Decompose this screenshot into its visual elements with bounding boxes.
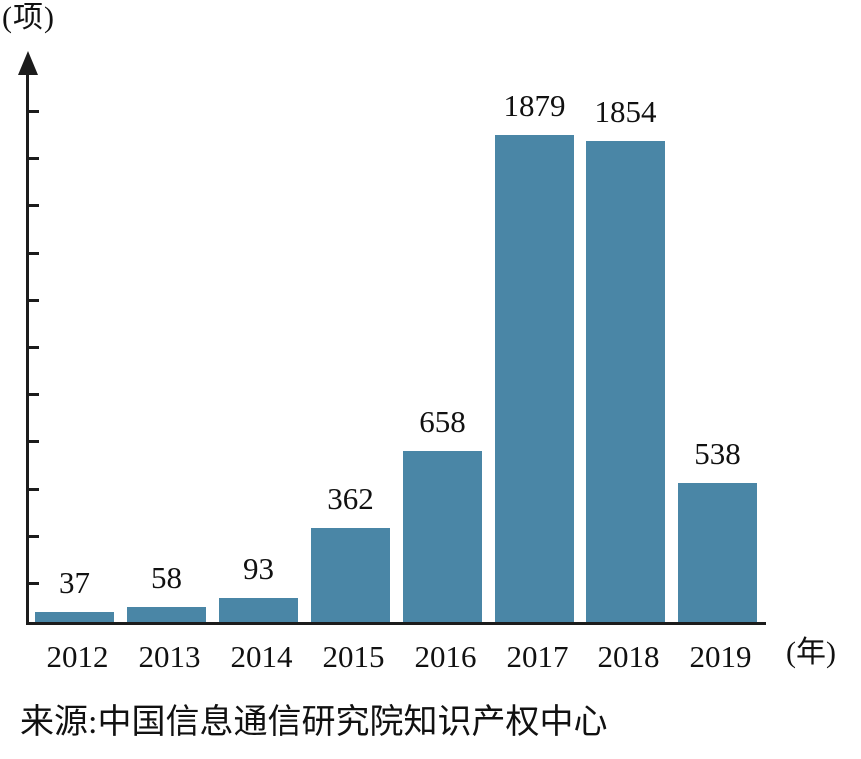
x-axis-line <box>26 622 766 625</box>
y-axis-tick <box>29 252 39 255</box>
y-axis-tick <box>29 582 39 585</box>
x-tick-label-2013: 2013 <box>138 639 201 674</box>
x-tick-label-2018: 2018 <box>597 639 660 674</box>
y-axis-tick <box>29 299 39 302</box>
bar-value-label-2013: 58 <box>151 560 182 595</box>
bar-value-label-2019: 538 <box>694 436 741 471</box>
y-axis-tick <box>29 204 39 207</box>
bar-2016 <box>403 451 482 622</box>
x-tick-label-2014: 2014 <box>230 639 293 674</box>
x-tick-label-2012: 2012 <box>46 639 109 674</box>
bar-2014 <box>219 598 298 622</box>
x-tick-label-2019: 2019 <box>689 639 752 674</box>
bar-2012 <box>35 612 114 622</box>
y-axis-unit-label: (项) <box>2 1 55 34</box>
y-axis-tick <box>29 110 39 113</box>
bar-value-label-2012: 37 <box>59 565 90 600</box>
bar-value-label-2017: 1879 <box>503 88 566 123</box>
x-axis-unit-label: (年) <box>786 636 836 669</box>
x-tick-label-2017: 2017 <box>506 639 569 674</box>
bar-value-label-2014: 93 <box>243 551 274 586</box>
bar-2017 <box>495 135 574 622</box>
y-axis-tick <box>29 535 39 538</box>
y-axis-tick <box>29 488 39 491</box>
x-tick-label-2016: 2016 <box>414 639 477 674</box>
bar-2018 <box>586 141 665 622</box>
bar-2015 <box>311 528 390 622</box>
bar-value-label-2015: 362 <box>327 481 374 516</box>
bar-value-label-2016: 658 <box>419 404 466 439</box>
y-axis-line <box>26 66 29 625</box>
bar-value-label-2018: 1854 <box>594 94 657 129</box>
y-axis-tick <box>29 440 39 443</box>
y-axis-arrow-icon <box>18 51 38 75</box>
y-axis-tick <box>29 346 39 349</box>
y-axis-tick <box>29 393 39 396</box>
y-axis-tick <box>29 157 39 160</box>
source-caption: 来源:中国信息通信研究院知识产权中心 <box>20 704 608 741</box>
bar-2019 <box>678 483 757 622</box>
bar-2013 <box>127 607 206 622</box>
x-tick-label-2015: 2015 <box>322 639 385 674</box>
